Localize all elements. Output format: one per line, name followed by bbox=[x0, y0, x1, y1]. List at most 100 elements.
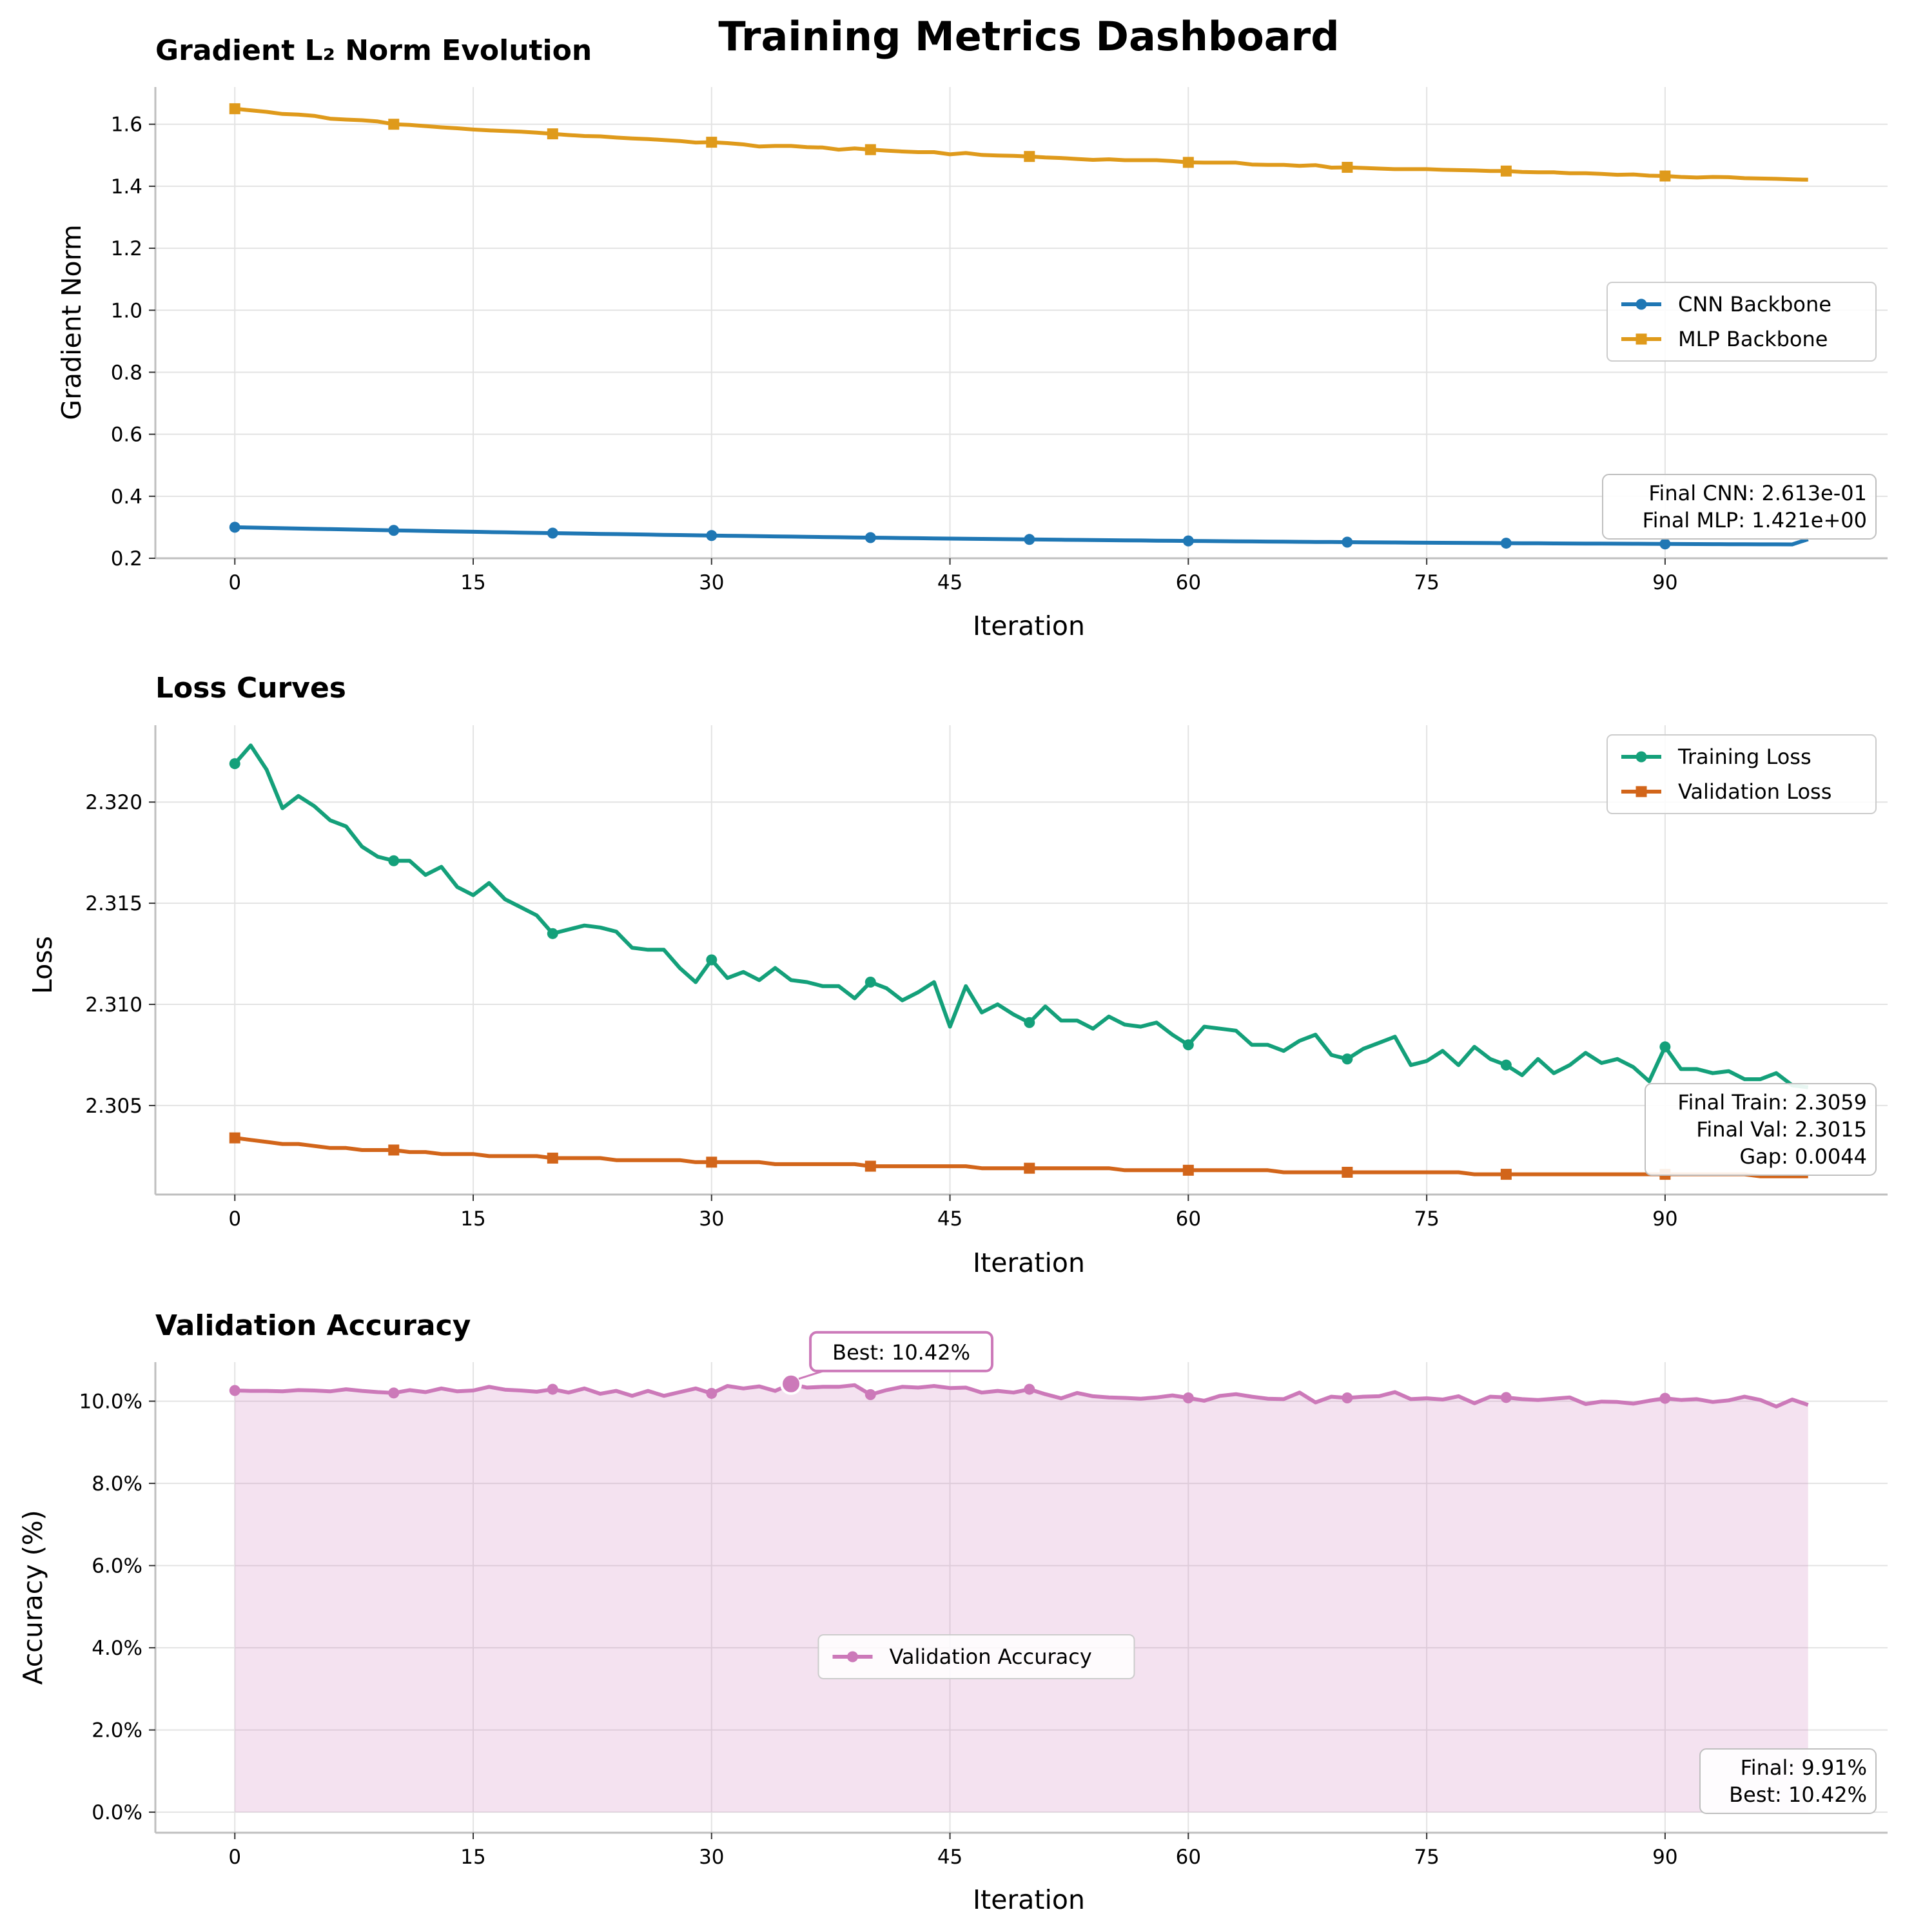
loss-xtick-label: 30 bbox=[699, 1207, 724, 1231]
loss-curves-panel: Loss Curves Iteration Loss 0 15 30 45 60 75 90… bbox=[27, 672, 1888, 1278]
accuracy-xtick-label: 30 bbox=[699, 1846, 724, 1869]
gradient-norm-line-mlp bbox=[235, 106, 1808, 182]
accuracy-marker-acc bbox=[1182, 1392, 1194, 1403]
loss-line-train bbox=[233, 743, 1809, 1089]
loss-summary-line: Final Val: 2.3015 bbox=[1696, 1117, 1867, 1142]
gradient-norm-xtick-label: 45 bbox=[937, 571, 962, 594]
gradient-norm-xtick-label: 0 bbox=[228, 571, 241, 594]
gradient-norm-legend-label: MLP Backbone bbox=[1678, 327, 1828, 351]
loss-curves-title: Loss Curves bbox=[155, 672, 346, 705]
gradient-norm-marker-cnn bbox=[1500, 538, 1512, 549]
accuracy-ytick-label: 6.0% bbox=[92, 1555, 142, 1578]
gradient-norm-ytick-label: 1.4 bbox=[111, 175, 142, 199]
gradient-norm-marker-mlp bbox=[229, 103, 240, 115]
loss-marker-train bbox=[1659, 1041, 1671, 1053]
loss-xtick-label: 45 bbox=[937, 1207, 962, 1231]
gradient-norm-series-cnn bbox=[229, 522, 1809, 550]
accuracy-legend-marker bbox=[847, 1651, 858, 1663]
loss-series-train bbox=[229, 743, 1809, 1089]
gradient-norm-marker-mlp bbox=[1659, 170, 1671, 182]
accuracy-ytick-label: 0.0% bbox=[92, 1801, 142, 1824]
accuracy-best-annotation: Best: 10.42% bbox=[780, 1331, 994, 1395]
accuracy-marker-acc bbox=[1659, 1392, 1671, 1404]
loss-legend: Training Loss Validation Loss bbox=[1606, 734, 1877, 814]
best-label-frame bbox=[809, 1331, 994, 1372]
loss-xtick-label: 75 bbox=[1414, 1207, 1439, 1231]
gradient-norm-series-mlp bbox=[229, 103, 1808, 182]
accuracy-ytick-label: 4.0% bbox=[92, 1637, 142, 1660]
gradient-norm-marker-mlp bbox=[388, 119, 400, 130]
accuracy-ytick-label: 2.0% bbox=[92, 1719, 142, 1742]
accuracy-area-fill bbox=[235, 1383, 1808, 1813]
gradient-norm-marker-mlp bbox=[1182, 157, 1194, 168]
loss-marker-train bbox=[1500, 1059, 1512, 1071]
accuracy-summary-line: Final: 9.91% bbox=[1741, 1755, 1867, 1780]
loss-summary-frame bbox=[1645, 1083, 1877, 1176]
gradient-norm-xtick-label: 15 bbox=[460, 571, 485, 594]
accuracy-summary-frame bbox=[1699, 1748, 1877, 1814]
accuracy-marker-acc bbox=[706, 1387, 718, 1399]
accuracy-line-acc bbox=[235, 1381, 1809, 1409]
gradient-norm-marker-mlp bbox=[864, 144, 876, 155]
accuracy-xtick-label: 0 bbox=[228, 1846, 241, 1869]
loss-marker-val bbox=[1182, 1164, 1194, 1176]
loss-marker-train bbox=[229, 758, 240, 770]
gradient-norm-line-cnn bbox=[235, 525, 1809, 547]
gradient-norm-marker-mlp bbox=[706, 137, 718, 148]
accuracy-xtick-label: 60 bbox=[1176, 1846, 1201, 1869]
gradient-norm-xtick-label: 60 bbox=[1176, 571, 1201, 594]
loss-marker-val bbox=[388, 1144, 400, 1156]
accuracy-marker-acc bbox=[388, 1387, 400, 1399]
accuracy-marker-acc bbox=[547, 1383, 558, 1395]
gradient-norm-xlabel: Iteration bbox=[973, 610, 1085, 641]
loss-xtick-label: 60 bbox=[1176, 1207, 1201, 1231]
loss-marker-val bbox=[706, 1156, 718, 1168]
accuracy-ytick-label: 10.0% bbox=[79, 1390, 142, 1414]
gradient-norm-ytick-label: 1.2 bbox=[111, 237, 142, 260]
gradient-norm-ytick-label: 1.0 bbox=[111, 299, 142, 322]
loss-curves-xlabel: Iteration bbox=[973, 1247, 1085, 1278]
loss-marker-val bbox=[1342, 1166, 1353, 1178]
loss-marker-train bbox=[1182, 1039, 1194, 1051]
gradient-norm-xtick-label: 90 bbox=[1652, 571, 1677, 594]
gradient-norm-summary-box: Final CNN: 2.613e-01 Final MLP: 1.421e+00 bbox=[1602, 474, 1877, 540]
loss-series-val bbox=[229, 1132, 1808, 1180]
accuracy-marker-acc bbox=[1024, 1383, 1035, 1395]
loss-ytick-label: 2.315 bbox=[85, 892, 142, 915]
loss-legend-frame bbox=[1606, 734, 1877, 814]
loss-marker-val bbox=[1500, 1169, 1512, 1180]
gradient-norm-marker-cnn bbox=[547, 527, 558, 539]
gradient-norm-marker-mlp bbox=[547, 128, 558, 140]
loss-marker-train bbox=[1342, 1053, 1353, 1065]
accuracy-marker-acc bbox=[864, 1389, 876, 1400]
loss-legend-label: Training Loss bbox=[1677, 745, 1811, 769]
accuracy-ytick-label: 8.0% bbox=[92, 1472, 142, 1496]
loss-ytick-label: 2.320 bbox=[85, 791, 142, 814]
loss-marker-train bbox=[547, 928, 558, 939]
loss-marker-val bbox=[229, 1132, 240, 1144]
gradient-norm-ytick-label: 1.6 bbox=[111, 113, 142, 137]
loss-legend-marker bbox=[1636, 786, 1647, 797]
accuracy-marker-acc bbox=[1342, 1392, 1353, 1403]
loss-ytick-label: 2.305 bbox=[85, 1095, 142, 1118]
gradient-norm-marker-cnn bbox=[706, 530, 718, 542]
gradient-norm-marker-cnn bbox=[1659, 538, 1671, 550]
gradient-norm-xtick-label: 75 bbox=[1414, 571, 1439, 594]
gradient-norm-summary-frame bbox=[1602, 474, 1877, 540]
accuracy-legend-frame bbox=[817, 1634, 1135, 1679]
gradient-norm-marker-mlp bbox=[1500, 165, 1512, 177]
gradient-norm-legend-frame bbox=[1606, 282, 1877, 362]
gradient-norm-ylabel: Gradient Norm bbox=[56, 224, 87, 420]
accuracy-summary-box: Final: 9.91%Best: 10.42% bbox=[1699, 1748, 1877, 1814]
loss-curves-ylabel: Loss bbox=[27, 936, 58, 994]
gradient-norm-ytick-label: 0.4 bbox=[111, 485, 142, 509]
gradient-norm-marker-cnn bbox=[864, 532, 876, 543]
gradient-norm-marker-mlp bbox=[1024, 151, 1035, 162]
validation-accuracy-title: Validation Accuracy bbox=[155, 1309, 471, 1342]
loss-marker-val bbox=[547, 1153, 558, 1164]
accuracy-summary-line: Best: 10.42% bbox=[1729, 1782, 1867, 1807]
accuracy-xtick-label: 75 bbox=[1414, 1846, 1439, 1869]
loss-marker-val bbox=[864, 1160, 876, 1172]
loss-legend-marker bbox=[1636, 751, 1647, 763]
